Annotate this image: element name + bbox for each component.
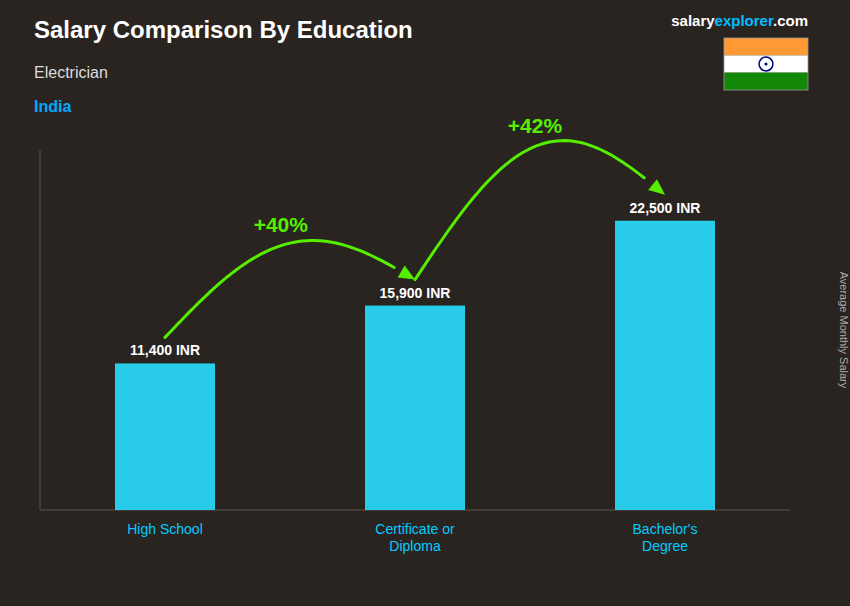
data-label: 22,500 INR: [630, 200, 701, 216]
bars: [115, 221, 715, 510]
flag-stripe: [724, 38, 808, 55]
category-label: High School: [127, 521, 203, 537]
country: India: [34, 98, 71, 115]
category-line: High School: [127, 521, 203, 537]
chart: Salary Comparison By Education Electricia…: [0, 0, 850, 606]
growth-arrowhead: [398, 265, 415, 279]
growth-label: +42%: [508, 114, 563, 137]
y-axis-label: Average Monthly Salary: [838, 272, 850, 389]
flag-stripe: [724, 55, 808, 72]
background: [0, 0, 850, 606]
brand: salaryexplorer.com: [671, 12, 808, 29]
title: Salary Comparison By Education: [34, 16, 413, 43]
data-label: 11,400 INR: [130, 342, 200, 358]
brand-part: explorer: [715, 12, 774, 29]
growth-arc: [165, 241, 394, 338]
growth-arc: [415, 141, 644, 280]
flag-stripe: [724, 73, 808, 90]
category-label: Certificate orDiploma: [375, 521, 455, 554]
subtitle: Electrician: [34, 64, 108, 81]
category-line: Diploma: [389, 538, 441, 554]
category-line: Bachelor's: [633, 521, 698, 537]
category-label: Bachelor'sDegree: [633, 521, 698, 554]
flag: [724, 38, 808, 90]
flag-chakra-dot: [765, 63, 768, 66]
brand-part: salary: [671, 12, 715, 29]
flag-chakra: [759, 57, 773, 71]
bar: [365, 306, 465, 510]
growth-arrowhead: [648, 179, 665, 195]
bar: [115, 363, 215, 510]
bar: [615, 221, 715, 510]
growth-label: +40%: [254, 213, 309, 236]
brand-part: .com: [773, 12, 808, 29]
flag-border: [724, 38, 808, 90]
y-axis-line: [40, 150, 41, 510]
category-line: Degree: [642, 538, 688, 554]
category-line: Certificate or: [375, 521, 455, 537]
data-label: 15,900 INR: [380, 285, 451, 301]
